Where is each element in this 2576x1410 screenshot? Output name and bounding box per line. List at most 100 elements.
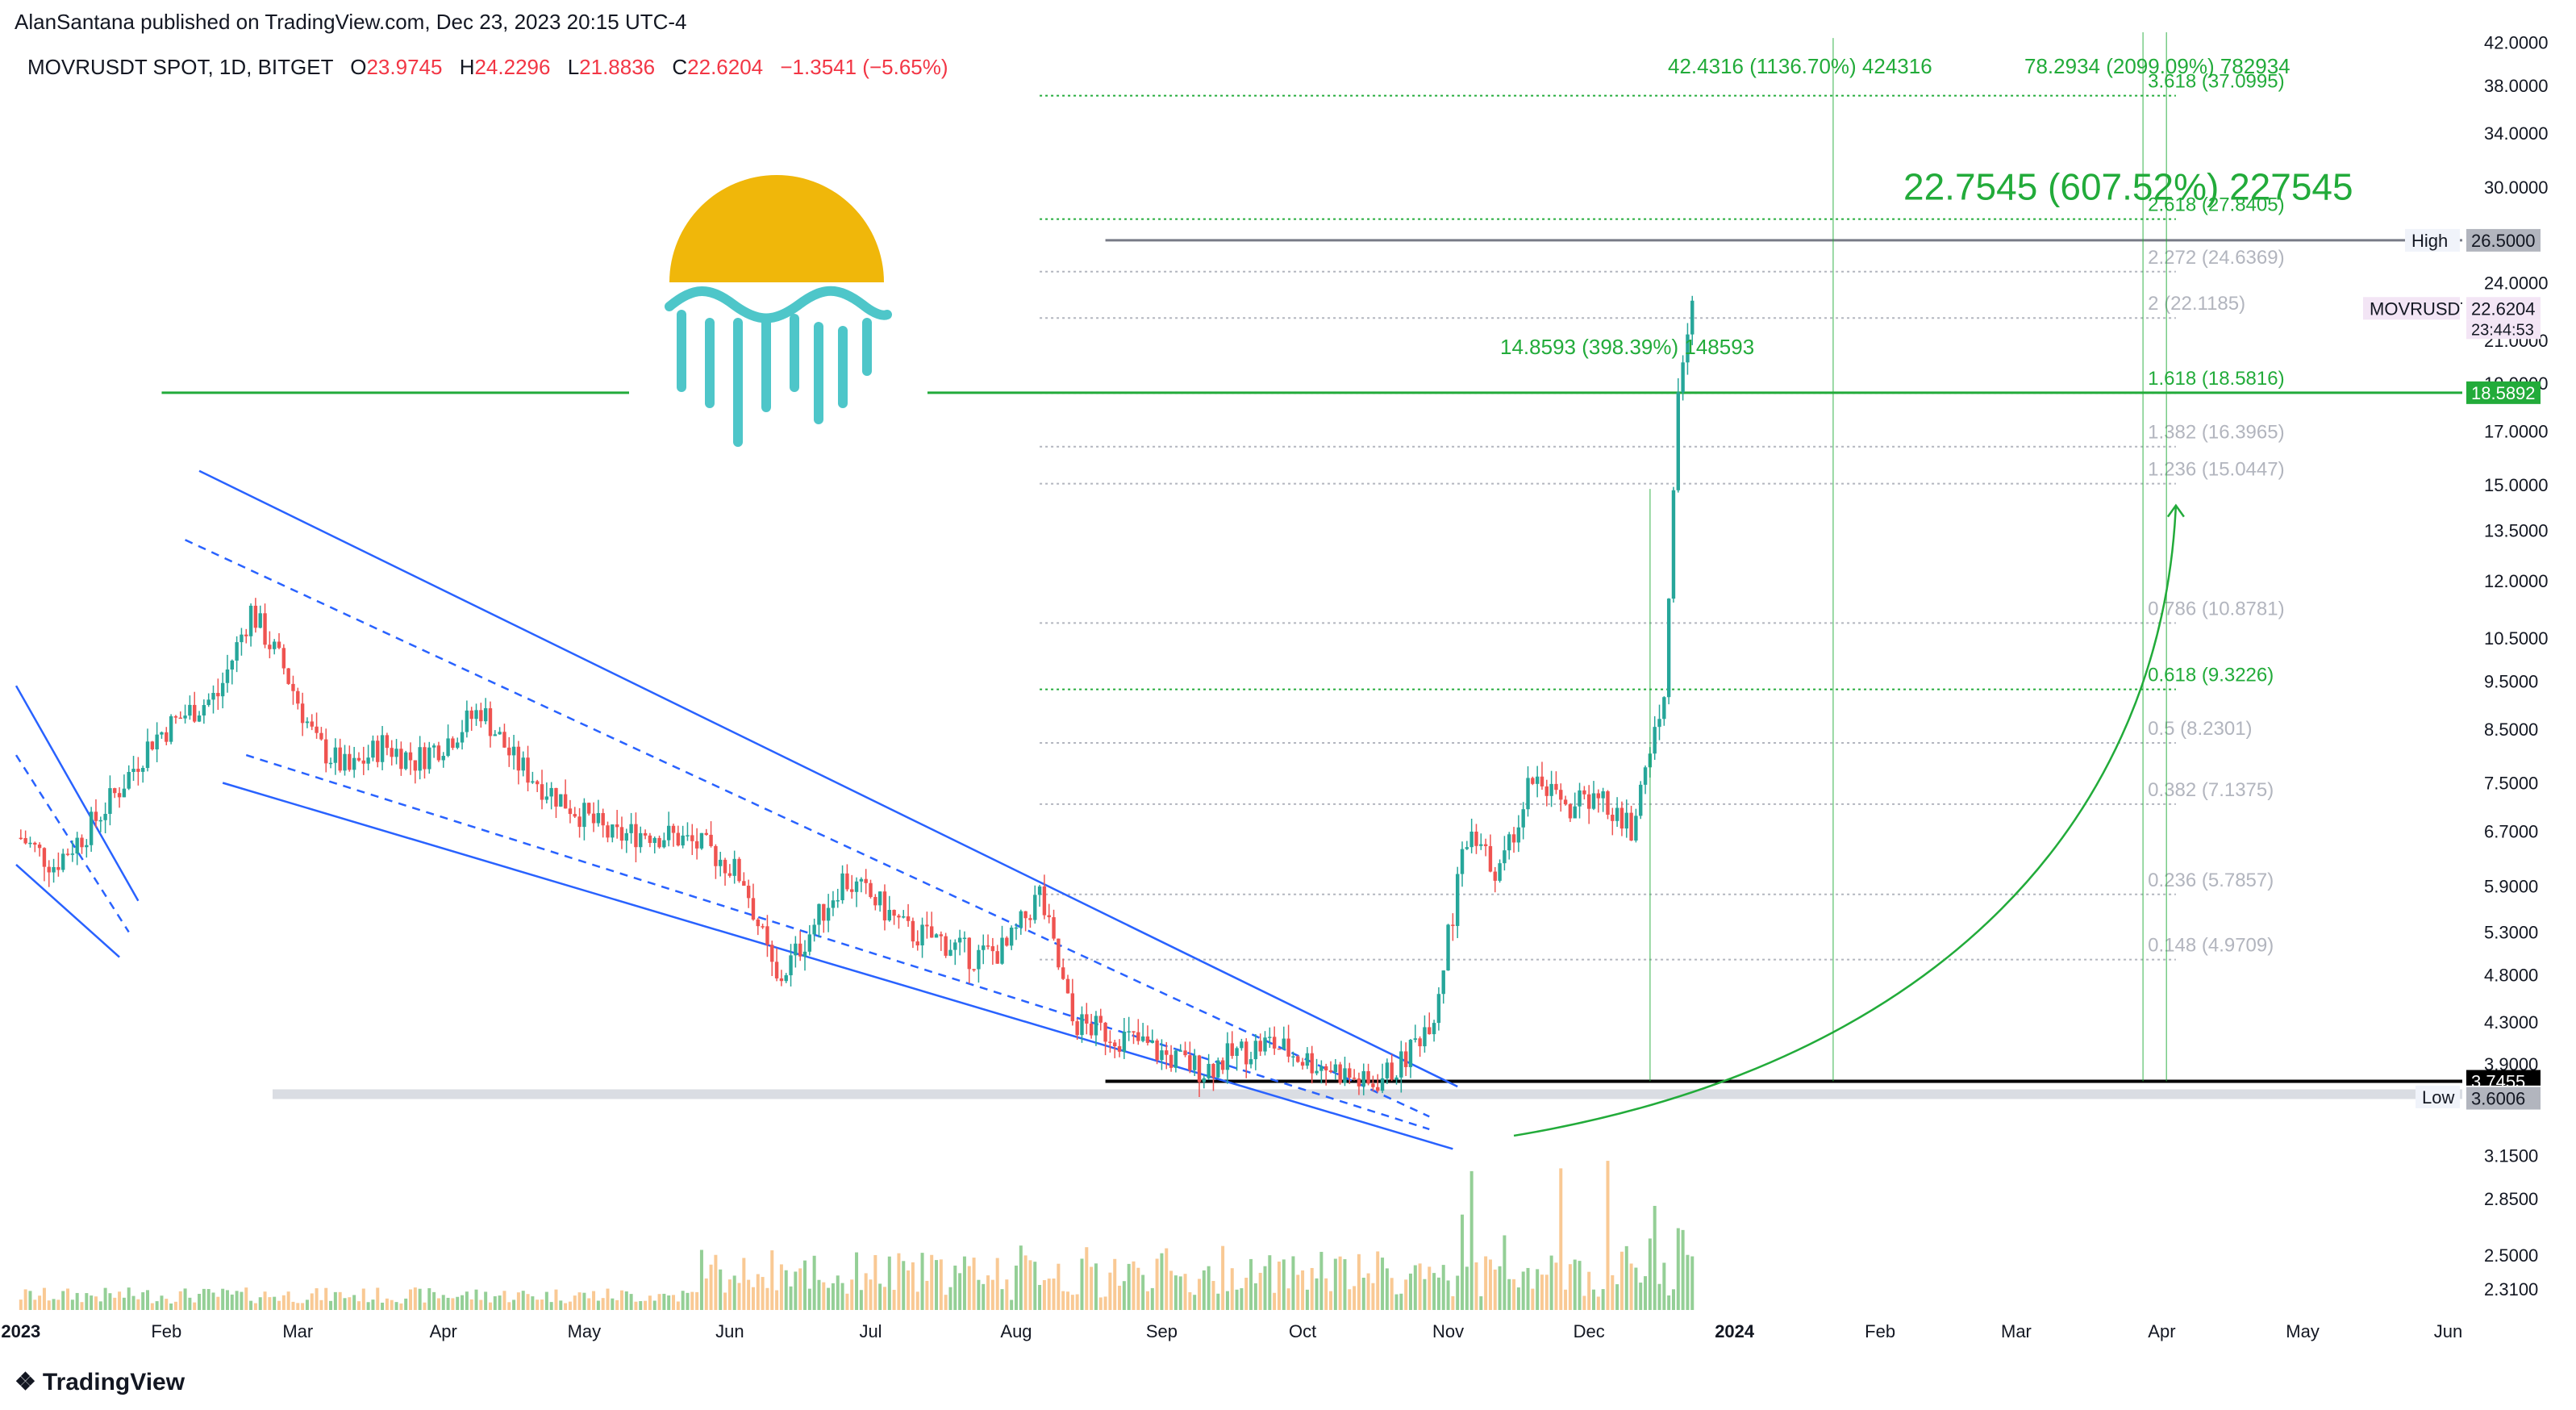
candle-body [197,715,202,722]
candle-body [136,769,140,772]
volume-bar [221,1288,225,1310]
volume-bar [469,1299,473,1310]
volume-bar [1461,1214,1465,1310]
time-tick-label: 2023 [1,1321,40,1341]
candle-body [103,813,107,820]
candle-body [451,738,455,749]
low-value: 21.8836 [579,55,656,79]
volume-bar [1240,1288,1244,1310]
candle-body [1544,786,1549,796]
percentage-annotation: 78.2934 (2099.09%) 782934 [2024,54,2290,78]
candle-body [897,916,901,918]
candle-body [986,945,990,947]
price-tick-label: 6.7000 [2484,822,2538,842]
candle-body [1089,1023,1094,1036]
volume-bar [108,1293,112,1310]
volume-bar [33,1299,37,1310]
volume-bar [409,1289,413,1310]
plot-area [16,32,2462,1310]
candle-body [1103,1022,1107,1042]
time-tick-label: Oct [1289,1321,1316,1341]
volume-bar [935,1260,939,1310]
volume-bar [1333,1258,1337,1310]
volume-bar [751,1287,755,1310]
volume-bar [521,1291,525,1310]
volume-bar [1376,1251,1380,1310]
candle-body [1483,844,1488,846]
volume-bar [376,1287,380,1310]
candle-body [1348,1068,1352,1078]
candle-body [709,834,713,846]
volume-bar [873,1254,877,1310]
candle-body [544,796,549,800]
volume-bar [526,1294,530,1310]
candle-body [1418,1038,1422,1047]
price-label-tag [2466,381,2541,404]
volume-bar [390,1299,394,1310]
volume-bar [667,1295,671,1310]
candle-body [202,705,206,716]
candle-body [281,648,286,669]
volume-bar [995,1258,999,1310]
volume-bar [173,1301,177,1310]
volume-bar [1657,1283,1661,1310]
volume-bar [812,1255,816,1310]
tradingview-brand[interactable]: ❖ TradingView [15,1368,185,1396]
volume-bar [385,1298,389,1310]
time-tick-label: Mar [2001,1321,2032,1341]
candle-body [1037,886,1042,895]
price-axis[interactable]: 42.000038.000034.000030.000024.000021.00… [2462,32,2576,1342]
candle-body [535,781,540,785]
volume-bar [1629,1263,1633,1310]
candle-body [403,752,408,770]
horizontal-levels: High MOVRUSDT Low [161,228,2471,1108]
volume-bar [761,1277,765,1310]
volume-bar [122,1297,126,1310]
candle-body [836,900,840,902]
candle-body [376,740,380,762]
fib-level-label: 1.382 (16.3965) [2148,422,2284,444]
candle-body [1319,1066,1323,1071]
candle-body [990,946,995,952]
candle-body [1310,1053,1314,1074]
time-tick-label: May [2286,1321,2320,1341]
candle-body [356,757,361,761]
candle-body [840,873,844,901]
fib-level-label: 0.382 (7.1375) [2148,779,2274,801]
volume-bar [19,1299,23,1310]
volume-bar [1338,1256,1342,1310]
volume-bar [1521,1271,1525,1310]
volume-bar [338,1291,342,1310]
candle-body [944,936,948,956]
volume-bar [1268,1255,1272,1310]
candle-body [831,900,836,908]
volume-bar [624,1291,628,1310]
candle-body [155,734,159,749]
volume-bar [1127,1263,1131,1310]
candle-body [982,945,986,950]
candle-body [652,837,657,844]
candle-body [826,907,831,921]
candle-body [648,835,652,844]
candle-body [1113,1042,1117,1047]
volume-bar [333,1291,337,1310]
volume-bar [756,1274,760,1310]
candle-body [343,753,347,771]
volume-bar [198,1293,202,1310]
volume-bar [1634,1267,1638,1310]
price-tick-label: 5.3000 [2484,922,2538,942]
time-tick-label: Apr [430,1321,457,1341]
volume-bar [1230,1268,1234,1310]
candle-body [216,693,220,697]
volume-bar [531,1296,535,1310]
volume-bar [1469,1170,1473,1310]
symbol-label[interactable]: MOVRUSDT SPOT, 1D, BITGET [27,55,333,79]
price-label-tag [2466,1087,2541,1110]
candle-body [1568,804,1573,819]
candle-body [165,732,169,742]
candle-body [423,747,427,770]
volume-bar [1601,1289,1605,1310]
volume-bar [1423,1279,1427,1310]
candle-body [23,837,27,844]
